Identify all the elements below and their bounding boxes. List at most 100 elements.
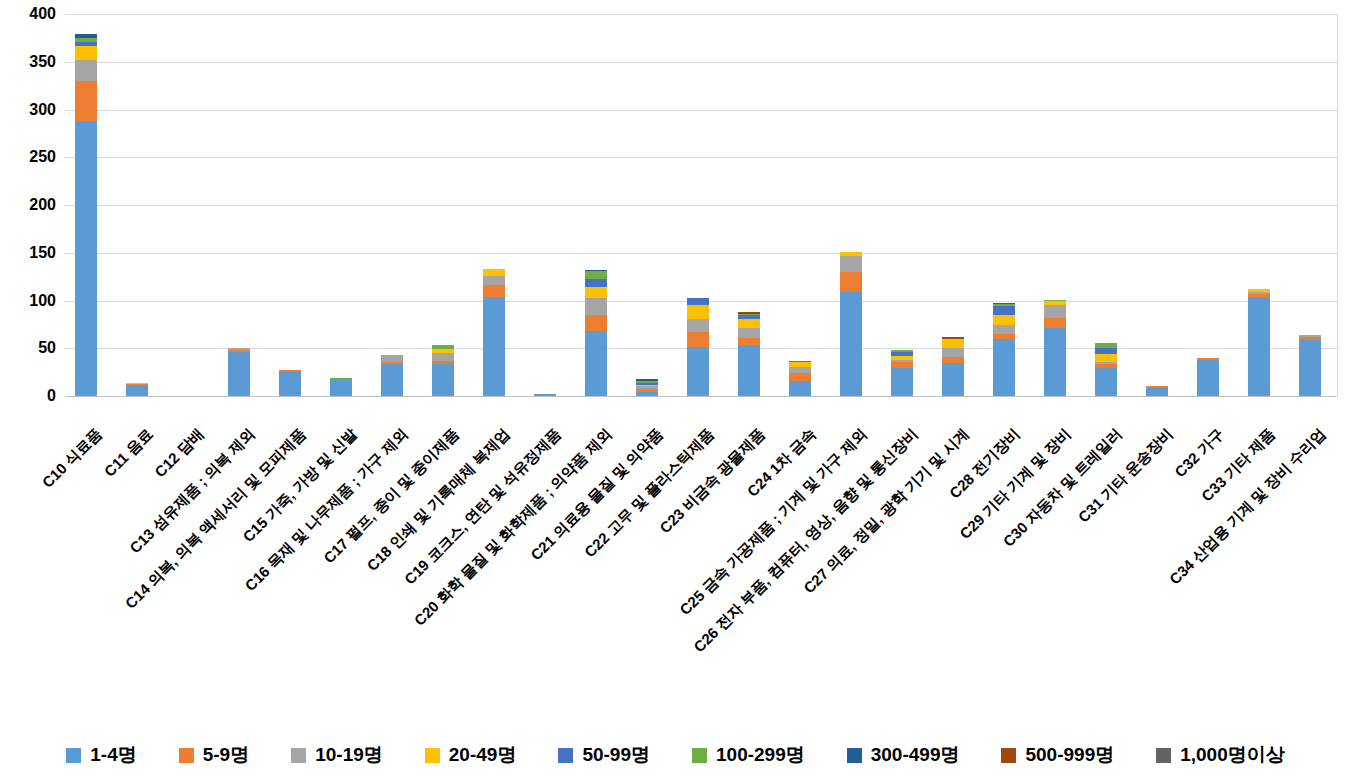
bar-segment-1-4명: [534, 394, 556, 396]
bar-segment-50-99명: [687, 298, 709, 306]
plot-right-border: [1337, 14, 1338, 396]
legend-label: 1-4명: [90, 742, 136, 768]
bar-segment-1-4명: [1146, 388, 1168, 396]
legend-swatch-icon: [847, 748, 862, 763]
legend-swatch-icon: [558, 748, 573, 763]
bar-segment-1-4명: [942, 363, 964, 396]
bar-segment-20-49명: [993, 315, 1015, 326]
bar-segment-5-9명: [432, 361, 454, 364]
bar-segment-500-999명: [942, 337, 964, 339]
bar-segment-1-4명: [993, 339, 1015, 396]
bar-segment-100-299명: [75, 38, 97, 42]
y-axis-tick-label: 200: [8, 195, 56, 215]
bar-segment-1-4명: [432, 364, 454, 396]
bar-segment-10-19명: [1095, 362, 1117, 365]
bar-segment-10-19명: [1248, 292, 1270, 294]
bar-segment-1-4명: [483, 297, 505, 396]
bar-segment-1-4명: [738, 345, 760, 396]
bar-segment-5-9명: [75, 81, 97, 121]
chart-legend: 1-4명 5-9명 10-19명 20-49명 50-99명 100-299명 300-49…: [0, 742, 1351, 768]
bar-segment-10-19명: [840, 256, 862, 272]
legend-label: 100-299명: [716, 742, 805, 768]
legend-item: 5-9명: [179, 742, 249, 768]
bar-segment-50-99명: [585, 279, 607, 288]
bar-segment-5-9명: [636, 389, 658, 392]
y-axis-tick-label: 50: [8, 338, 56, 358]
bar-segment-5-9명: [279, 370, 301, 372]
bar-segment-1-4명: [585, 331, 607, 396]
bar-segment-100-299명: [432, 345, 454, 349]
bar-segment-100-299명: [993, 304, 1015, 306]
gridline: [65, 253, 1337, 254]
bar-segment-20-49명: [483, 269, 505, 276]
bar-segment-100-299명: [330, 378, 352, 379]
bar-segment-5-9명: [585, 315, 607, 331]
bar-segment-5-9명: [381, 362, 403, 365]
legend-swatch-icon: [66, 748, 81, 763]
y-axis-tick-label: 100: [8, 291, 56, 311]
bar-segment-1-4명: [1248, 297, 1270, 396]
bar-segment-5-9명: [1044, 318, 1066, 329]
legend-swatch-icon: [179, 748, 194, 763]
bar-segment-20-49명: [75, 46, 97, 60]
bar-segment-5-9명: [891, 362, 913, 369]
bar-segment-10-19명: [1299, 335, 1321, 337]
legend-item: 100-299명: [692, 742, 805, 768]
bar-segment-300-499명: [585, 270, 607, 271]
bar-segment-20-49명: [126, 383, 148, 384]
legend-swatch-icon: [1001, 748, 1016, 763]
bar-segment-1-4명: [126, 385, 148, 396]
y-axis-tick-label: 250: [8, 147, 56, 167]
legend-label: 500-999명: [1025, 742, 1114, 768]
legend-item: 20-49명: [425, 742, 517, 768]
bar-segment-10-19명: [636, 386, 658, 389]
y-axis-tick-label: 350: [8, 52, 56, 72]
y-axis-tick-label: 300: [8, 100, 56, 120]
bar-segment-5-9명: [738, 338, 760, 346]
legend-swatch-icon: [1156, 748, 1171, 763]
bar-segment-1-4명: [789, 381, 811, 396]
bar-segment-1-4명: [279, 372, 301, 396]
bar-segment-1-4명: [891, 368, 913, 396]
bar-segment-5-9명: [483, 285, 505, 296]
bar-segment-1-4명: [1299, 340, 1321, 396]
legend-swatch-icon: [291, 748, 306, 763]
bar-segment-5-9명: [1299, 337, 1321, 340]
y-axis-tick-label: 0: [8, 386, 56, 406]
bar-segment-50-99명: [789, 361, 811, 362]
bar-segment-300-499명: [636, 379, 658, 381]
legend-label: 10-19명: [315, 742, 383, 768]
bar-segment-500-999명: [738, 312, 760, 313]
bar-segment-20-49명: [687, 305, 709, 318]
x-axis-line: [65, 396, 1337, 397]
bar-segment-10-19명: [1044, 305, 1066, 317]
legend-item: 1-4명: [66, 742, 136, 768]
legend-item: 1,000명이상: [1156, 742, 1285, 768]
legend-swatch-icon: [425, 748, 440, 763]
bar-segment-20-49명: [891, 356, 913, 360]
bar-segment-20-49명: [585, 287, 607, 298]
legend-item: 50-99명: [558, 742, 650, 768]
bar-segment-5-9명: [840, 272, 862, 292]
stacked-bar-chart: 050100150200250300350400C10 식료품C11 음료C12…: [0, 0, 1351, 784]
plot-area: 050100150200250300350400C10 식료품C11 음료C12…: [0, 0, 1351, 784]
bar-segment-50-99명: [891, 352, 913, 356]
bar-segment-1-4명: [381, 364, 403, 396]
bar-segment-20-49명: [432, 349, 454, 353]
legend-label: 5-9명: [203, 742, 249, 768]
legend-label: 300-499명: [871, 742, 960, 768]
legend-label: 20-49명: [449, 742, 517, 768]
bar-segment-300-499명: [993, 303, 1015, 304]
bar-segment-300-499명: [75, 34, 97, 38]
bar-segment-10-19명: [228, 348, 250, 350]
bar-segment-1-4명: [1095, 368, 1117, 396]
bar-segment-10-19명: [942, 348, 964, 357]
bar-segment-20-49명: [1248, 289, 1270, 292]
bar-segment-1-4명: [1197, 360, 1219, 396]
bar-segment-100-299명: [738, 314, 760, 315]
bar-segment-20-49명: [636, 385, 658, 387]
bar-segment-20-49명: [738, 319, 760, 329]
bar-segment-5-9명: [789, 373, 811, 381]
bar-segment-100-299명: [1044, 300, 1066, 302]
legend-item: 10-19명: [291, 742, 383, 768]
